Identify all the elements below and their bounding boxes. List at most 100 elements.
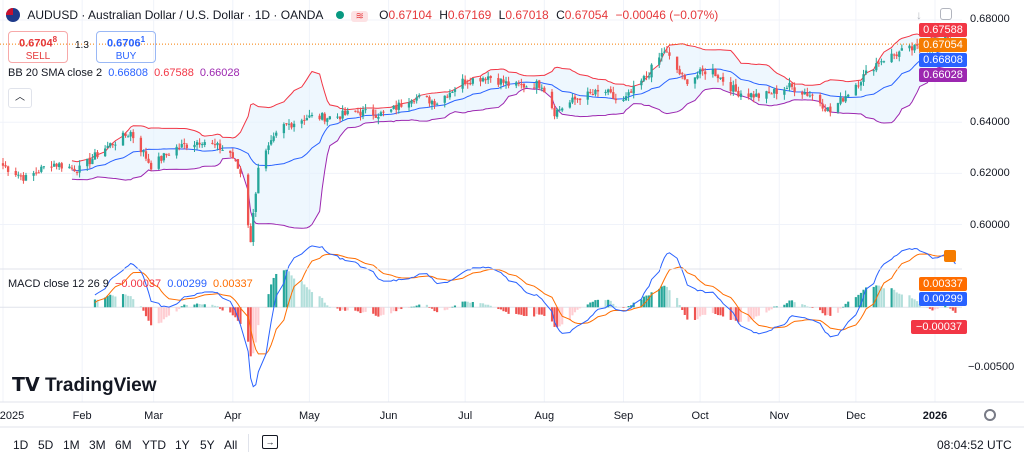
collapse-chevron-icon[interactable]: ︿ xyxy=(8,88,32,108)
candle-body xyxy=(471,78,474,84)
macd-histogram-bar xyxy=(821,307,824,314)
candle-body xyxy=(535,80,538,89)
macd-histogram-bar xyxy=(668,290,671,308)
candle-body xyxy=(183,142,186,145)
download-icon[interactable]: ↓ xyxy=(916,8,922,22)
bb-lower-line xyxy=(71,57,956,229)
candle-body xyxy=(647,76,651,78)
bb-legend[interactable]: BB 20 SMA close 2 0.66808 0.67588 0.6602… xyxy=(8,67,240,79)
macd-histogram-bar xyxy=(811,307,814,308)
candle-body xyxy=(668,52,671,56)
candle-body xyxy=(555,109,559,117)
macd-histogram-bar xyxy=(951,307,954,311)
bb-fill xyxy=(71,33,956,229)
alert-marker-icon[interactable] xyxy=(944,250,956,262)
candle-body xyxy=(859,82,863,86)
candle-body xyxy=(765,91,768,99)
candle-body xyxy=(913,44,916,51)
macd-histogram-bar xyxy=(341,307,344,310)
candle-body xyxy=(275,132,278,136)
macd-signal-badge: 0.00337 xyxy=(919,277,967,291)
macd-histogram-bar xyxy=(124,294,127,308)
timeframe-1y[interactable]: 1Y xyxy=(175,438,190,452)
candle-body xyxy=(538,80,541,88)
macd-histogram-bar xyxy=(931,307,934,311)
macd-histogram-bar xyxy=(627,306,630,308)
time-axis-label: Feb xyxy=(72,410,92,422)
high-label: H xyxy=(439,8,448,22)
snapshot-icon[interactable] xyxy=(940,8,952,20)
candle-body xyxy=(900,48,903,51)
time-axis-label: Dec xyxy=(846,410,866,422)
timeframe-1d[interactable]: 1D xyxy=(13,438,29,452)
candle-body xyxy=(344,110,347,115)
macd-histogram-bar xyxy=(877,285,880,308)
candle-body xyxy=(747,93,750,97)
macd-histogram-bar xyxy=(739,307,743,322)
candle-body xyxy=(818,95,822,104)
macd-histogram-bar xyxy=(379,307,382,316)
candle-body xyxy=(328,116,332,120)
timeframe-all[interactable]: All xyxy=(224,438,238,452)
sell-button[interactable]: 0.67048 SELL xyxy=(8,31,68,63)
timeframe-5d[interactable]: 5D xyxy=(38,438,54,452)
buy-button[interactable]: 0.67061 BUY xyxy=(96,31,156,63)
candle-body xyxy=(543,87,546,93)
candle-body xyxy=(305,118,309,121)
candle-body xyxy=(303,119,306,121)
candle-body xyxy=(282,124,286,134)
macd-histogram-bar xyxy=(533,307,536,317)
macd-histogram-bar xyxy=(328,306,331,308)
timeframe-6m[interactable]: 6M xyxy=(115,438,132,452)
timeframe-1m[interactable]: 1M xyxy=(63,438,80,452)
candle-body xyxy=(499,79,503,85)
price-tick-label: 0.68000 xyxy=(970,13,1010,25)
candle-body xyxy=(121,132,125,146)
candle-body xyxy=(91,159,94,165)
macd-histogram-bar xyxy=(139,306,142,308)
symbol-title[interactable]: AUDUSD · Australian Dollar / U.S. Dollar… xyxy=(27,8,323,22)
candle-body xyxy=(292,123,296,128)
candle-body xyxy=(540,87,543,89)
candle-body xyxy=(111,144,114,146)
calendar-range-icon[interactable]: → xyxy=(262,435,278,449)
candle-body xyxy=(22,175,25,181)
macd-hist-badge: −0.00037 xyxy=(911,320,967,334)
macd-histogram-bar xyxy=(819,307,822,311)
candle-body xyxy=(522,83,526,88)
candle-body xyxy=(180,143,183,148)
candle-body xyxy=(201,144,204,146)
candle-body xyxy=(392,105,395,109)
macd-histogram-bar xyxy=(183,304,186,308)
timeframe-3m[interactable]: 3M xyxy=(89,438,106,452)
candle-body xyxy=(321,113,324,120)
candle-body xyxy=(607,89,610,93)
macd-histogram-bar xyxy=(407,307,411,308)
candle-body xyxy=(790,83,794,87)
macd-histogram-bar xyxy=(109,294,112,308)
candle-body xyxy=(70,167,74,169)
macd-legend[interactable]: MACD close 12 26 9 −0.00037 0.00299 0.00… xyxy=(8,278,253,290)
candle-body xyxy=(681,73,684,75)
candle-body xyxy=(826,107,829,111)
candle-body xyxy=(453,89,457,92)
macd-histogram-bar xyxy=(770,307,773,310)
settings-gear-icon[interactable] xyxy=(984,409,996,421)
timeframe-ytd[interactable]: YTD xyxy=(142,438,166,452)
timeframe-5y[interactable]: 5Y xyxy=(200,438,215,452)
candle-body xyxy=(451,91,454,93)
candle-body xyxy=(114,144,117,146)
candle-body xyxy=(58,163,61,168)
macd-histogram-bar xyxy=(785,303,788,308)
macd-histogram-bar xyxy=(218,307,222,309)
candle-body xyxy=(73,168,76,172)
macd-histogram-bar xyxy=(540,307,543,315)
macd-histogram-bar xyxy=(826,307,829,316)
macd-histogram-bar xyxy=(898,293,901,308)
macd-histogram-bar xyxy=(829,307,832,316)
macd-histogram-bar xyxy=(359,307,362,314)
candle-body xyxy=(412,101,416,103)
candle-body xyxy=(193,144,196,148)
buy-price: 0.6706 xyxy=(106,37,141,50)
